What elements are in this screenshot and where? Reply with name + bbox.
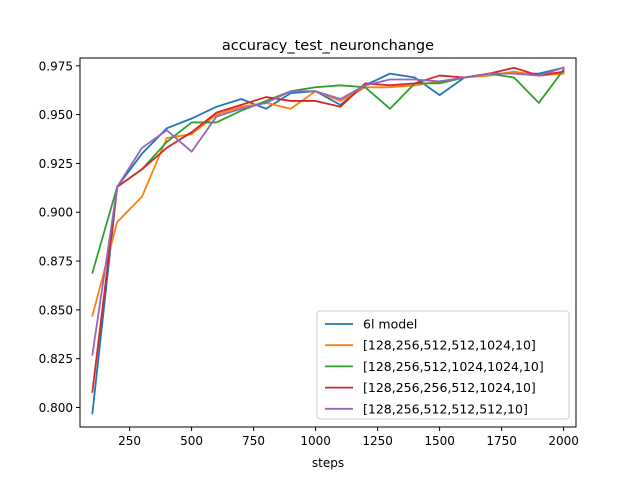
y-tick-label: 0.975 <box>39 59 73 73</box>
series-line-5 <box>91 66 565 356</box>
legend: 6l model [128,256,512,512,1024,10] [128,25… <box>316 310 570 420</box>
chart-title: accuracy_test_neuronchange <box>222 38 434 54</box>
y-tick-label: 0.825 <box>39 352 73 366</box>
legend-label-5: [128,256,512,512,512,10] <box>363 401 528 416</box>
x-axis-label: steps <box>312 456 344 470</box>
x-tick-label: 1500 <box>424 434 455 448</box>
series-layer <box>91 66 565 415</box>
series-line-2 <box>91 70 565 317</box>
legend-label-2: [128,256,512,512,1024,10] <box>363 338 536 353</box>
x-tick-label: 750 <box>242 434 265 448</box>
x-tick-label: 500 <box>180 434 203 448</box>
axes-frame <box>79 57 577 428</box>
y-tick-label: 0.925 <box>39 157 73 171</box>
legend-box <box>316 310 570 420</box>
y-tick-label: 0.875 <box>39 255 73 269</box>
legend-label-4: [128,256,256,512,1024,10] <box>363 380 536 395</box>
y-tick-label: 0.900 <box>39 206 73 220</box>
legend-label-1: 6l model <box>363 317 417 332</box>
y-tick-label: 0.950 <box>39 108 73 122</box>
x-tick-label: 1750 <box>486 434 517 448</box>
y-tick-label: 0.850 <box>39 303 73 317</box>
x-tick-label: 1000 <box>300 434 331 448</box>
x-tick-label: 2000 <box>548 434 579 448</box>
legend-label-3: [128,256,512,1024,1024,10] <box>363 359 544 374</box>
axes-layer: 250 500 750 1000 1250 1500 1750 2000 0.800 0.825 0… <box>39 57 579 448</box>
x-tick-label: 250 <box>118 434 141 448</box>
x-tick-label: 1250 <box>362 434 393 448</box>
y-tick-label: 0.800 <box>39 401 73 415</box>
